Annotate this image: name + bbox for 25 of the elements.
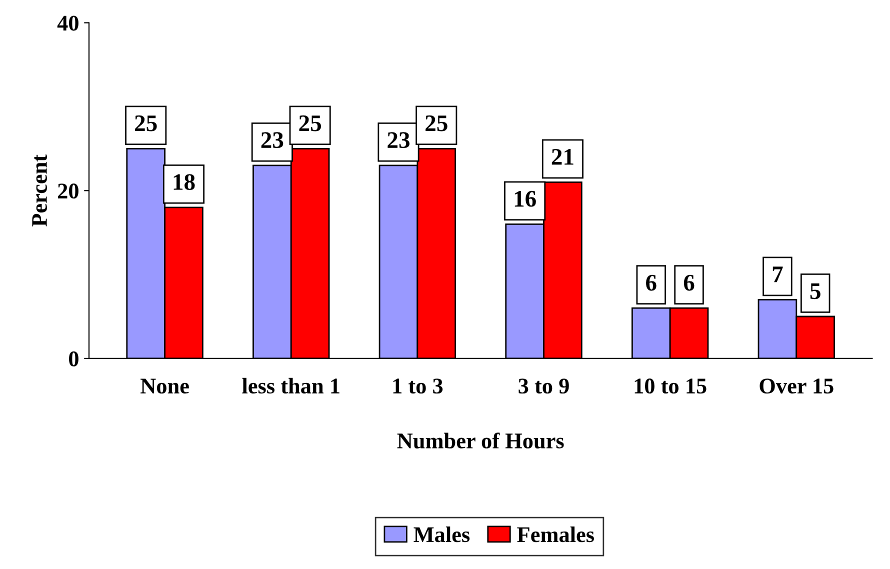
x-tick-label: 3 to 9 (518, 378, 569, 394)
y-tick-label: 20 (58, 184, 78, 199)
data-label: 25 (135, 115, 157, 132)
data-label: 25 (426, 115, 448, 132)
x-tick-label: 1 to 3 (393, 378, 443, 394)
data-label: 21 (552, 148, 574, 165)
x-tick-label: Over 15 (760, 378, 834, 394)
x-tick-label: 10 to 15 (634, 378, 706, 394)
data-label: 25 (299, 115, 322, 132)
data-label: 6 (684, 274, 694, 291)
data-label: 23 (261, 132, 284, 148)
data-label: 6 (646, 274, 656, 291)
x-tick-label: less than 1 (242, 378, 340, 394)
data-label: 5 (810, 283, 820, 300)
y-tick-label: 40 (57, 16, 78, 31)
x-axis-title: Number of Hours (397, 432, 564, 448)
data-label: 23 (388, 132, 410, 148)
y-axis-title: Percent (32, 154, 47, 226)
data-label: 7 (772, 266, 783, 282)
data-label: 16 (514, 190, 536, 207)
legend-label: Females (517, 526, 594, 542)
y-tick-label: 0 (69, 351, 78, 366)
legend-label: Males (414, 526, 470, 542)
x-tick-label: None (140, 378, 189, 394)
data-label: 18 (174, 174, 195, 190)
